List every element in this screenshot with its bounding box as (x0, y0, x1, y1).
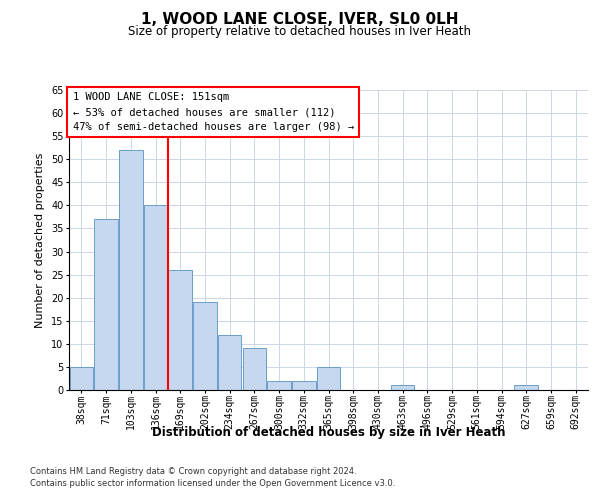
Text: 1, WOOD LANE CLOSE, IVER, SL0 0LH: 1, WOOD LANE CLOSE, IVER, SL0 0LH (141, 12, 459, 28)
Text: 1 WOOD LANE CLOSE: 151sqm
← 53% of detached houses are smaller (112)
47% of semi: 1 WOOD LANE CLOSE: 151sqm ← 53% of detac… (73, 92, 354, 132)
Bar (292, 381, 316, 390)
Bar (169, 270, 192, 390)
Bar (391, 386, 415, 390)
Bar (268, 381, 291, 390)
Bar (144, 206, 167, 390)
Bar (317, 367, 340, 390)
Bar (242, 348, 266, 390)
Text: Contains public sector information licensed under the Open Government Licence v3: Contains public sector information licen… (30, 478, 395, 488)
Bar (218, 334, 241, 390)
Bar (70, 367, 93, 390)
Text: Distribution of detached houses by size in Iver Heath: Distribution of detached houses by size … (152, 426, 506, 439)
Y-axis label: Number of detached properties: Number of detached properties (35, 152, 46, 328)
Text: Contains HM Land Registry data © Crown copyright and database right 2024.: Contains HM Land Registry data © Crown c… (30, 467, 356, 476)
Text: Size of property relative to detached houses in Iver Heath: Size of property relative to detached ho… (128, 25, 472, 38)
Bar (119, 150, 143, 390)
Bar (193, 302, 217, 390)
Bar (94, 219, 118, 390)
Bar (514, 386, 538, 390)
